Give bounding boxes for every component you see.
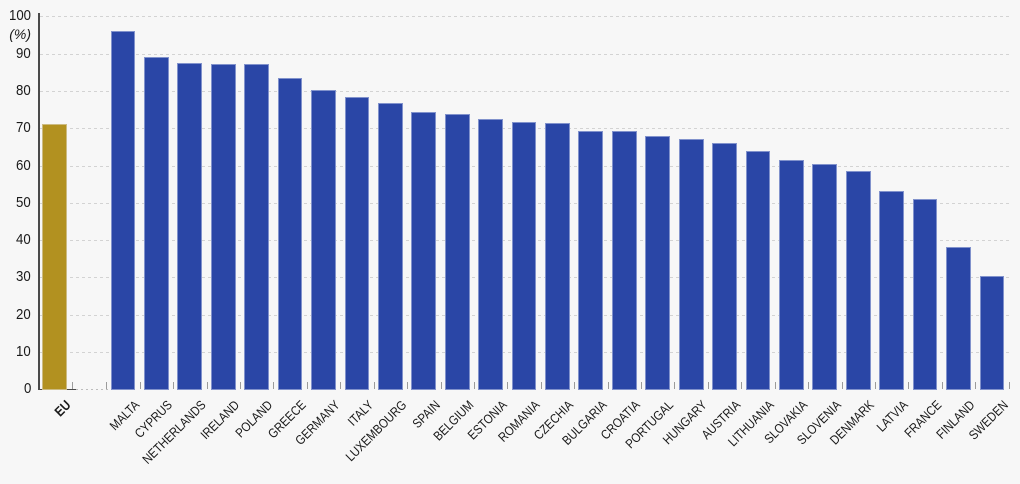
bar-cyprus [144,56,169,390]
x-tick-4 [239,381,241,389]
y-tick-label-40: 40 [0,232,31,248]
bar-denmark [845,170,871,390]
y-tick-label-70: 70 [0,120,31,136]
y-tick-label-text: 50 [16,193,31,211]
bar-italy [344,96,370,390]
bar-sweden [979,275,1005,390]
y-tick-label-text: 10 [16,343,31,360]
y-tick-label-text: 80 [16,81,31,99]
x-tick-7 [340,381,342,389]
x-tick-after-eu [71,381,73,389]
gridline-80 [39,90,1012,92]
y-tick-label-20: 20 [0,305,31,323]
y-tick-label-text: 20 [16,305,31,323]
bar-germany [311,89,336,390]
bar-luxembourg [377,102,403,390]
x-tick-2 [173,381,175,389]
y-tick-label-text: 40 [16,231,31,249]
y-tick-label-90: 90 [0,44,31,62]
x-tick-13 [540,381,542,389]
y-tick-label-60: 60 [0,156,31,174]
x-tick-25 [941,381,943,389]
bar-finland [946,246,971,390]
bar-france [912,199,938,390]
x-tick-12 [507,381,509,389]
bar-austria [712,143,737,390]
y-tick-label-0: 0 [0,381,31,397]
y-axis-unit-label: (%) [9,26,31,42]
x-tick-26 [975,381,977,389]
y-tick-label-text: 60 [16,156,31,174]
bar-poland [244,64,270,390]
bar-lithuania [745,151,771,390]
bar-latvia [879,190,905,390]
x-tick-9 [407,381,409,389]
x-tick-22 [841,381,843,389]
x-tick-10 [440,381,442,389]
x-tick-20 [774,381,776,389]
x-tick-8 [373,381,375,389]
bar-czechia [545,123,570,390]
zero-gridline-segment [76,388,111,390]
bar-croatia [611,131,637,390]
y-tick-label-50: 50 [0,193,31,211]
x-tick-5 [273,381,275,389]
x-tick-11 [473,381,475,389]
y-tick-label-text: 90 [16,44,31,62]
x-tick-0 [106,381,108,389]
bar-portugal [645,136,671,390]
y-tick-label-text: 0 [23,380,31,398]
bar-hungary [678,139,704,390]
y-tick-label-10: 10 [0,344,31,360]
x-tick-21 [808,381,810,389]
gridline-100 [39,16,1012,18]
x-tick-27 [1008,381,1010,389]
y-tick-label-100: 100 [0,8,31,24]
x-tick-15 [607,381,609,389]
y-tick-label-text: 70 [16,119,31,137]
x-tick-6 [306,381,308,389]
x-label-eu: EU [51,397,74,420]
x-tick-1 [139,381,141,389]
x-tick-17 [674,381,676,389]
bar-malta [110,30,136,390]
x-tick-23 [874,381,876,389]
bar-slovakia [779,159,804,390]
y-tick-label-30: 30 [0,269,31,285]
x-tick-14 [574,381,576,389]
bar-bulgaria [578,130,604,390]
x-tick-19 [741,381,743,389]
bar-greece [277,78,303,390]
bar-estonia [478,118,504,390]
y-tick-label-80: 80 [0,81,31,99]
y-tick-label-text: 100 [8,7,31,25]
x-tick-3 [206,381,208,389]
bar-ireland [210,63,236,390]
y-tick-label-text: 30 [16,268,31,286]
bar-romania [511,122,537,390]
x-tick-24 [908,381,910,389]
x-tick-18 [707,381,709,389]
bar-belgium [444,113,470,390]
x-tick-16 [641,381,643,389]
gridline-90 [39,53,1012,55]
bar-netherlands [177,62,203,390]
bar-eu [42,124,68,390]
y-axis-line [38,13,40,391]
bar-slovenia [812,163,838,390]
bar-spain [411,111,437,390]
